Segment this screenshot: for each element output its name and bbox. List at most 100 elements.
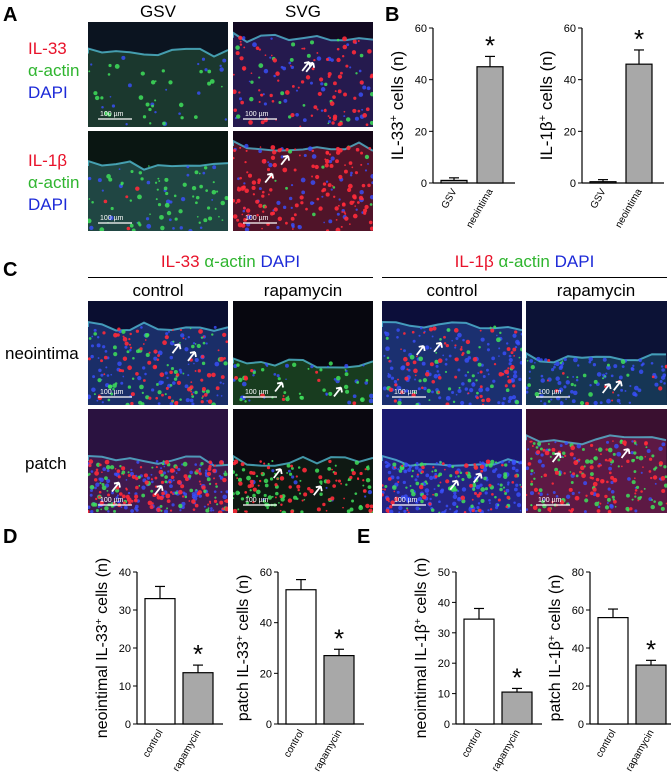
y-tick-label: 30 [119,605,131,617]
x-tick-label: rapamycin [312,728,345,773]
row-label-neointima: neointima [5,344,79,363]
y-tick-label: 40 [260,618,272,630]
x-tick-label: GSV [440,187,460,211]
y-tick-label: 20 [415,126,427,138]
x-tick-label: GSV [589,187,609,211]
sub-header-control: control [132,281,184,300]
panel-c-title-il33: IL-33 α-actin DAPI [160,252,301,271]
y-axis-label: patch IL-1β+ cells (n) [547,575,565,722]
svg-text:100 µm: 100 µm [100,215,124,222]
divider-line [382,277,667,278]
y-tick-label: 60 [415,23,427,35]
panel-a-row1-labels: IL-33 α-actin DAPI [28,38,79,104]
significance-star: * [334,623,344,653]
y-axis-label: neointimal IL-33+ cells (n) [94,558,112,738]
panel-label-d: D [3,526,18,548]
y-tick-label: 20 [119,643,131,655]
row-label-patch: patch [25,454,67,473]
x-tick-label: control [141,728,166,759]
significance-star: * [193,639,203,669]
stain-label-actin: α-actin [28,173,80,192]
svg-text:100 µm: 100 µm [245,497,269,504]
x-tick-label: rapamycin [624,728,657,773]
y-tick-label: 20 [260,668,272,680]
y-axis-label: neointimal IL-1β+ cells (n) [413,558,431,739]
bar-control [463,618,495,725]
stain-label-il1b: IL-1β [28,151,68,170]
x-tick-label: control [282,728,307,759]
bar-control [144,597,176,725]
y-tick-label: 40 [415,75,427,87]
bar-neointima [625,63,653,184]
panel-label-e: E [357,526,371,548]
panel-c-title-il1b: IL-1β α-actin DAPI [454,252,595,271]
y-tick-label: 0 [266,719,272,731]
panel-label-c: C [3,259,18,281]
svg-text:100 µm: 100 µm [245,215,269,222]
bar-rapamycin [323,654,355,725]
y-tick-label: 10 [119,681,131,693]
significance-star: * [646,634,656,664]
stain-label-dapi: DAPI [28,83,68,102]
y-axis-label: IL-1β+ cells (n) [537,51,556,161]
panel-label-b: B [385,4,400,26]
svg-text:100 µm: 100 µm [100,497,124,504]
svg-text:100 µm: 100 µm [538,497,562,504]
bar-control [285,589,317,725]
y-tick-label: 0 [125,719,131,731]
bar-rapamycin [501,691,533,725]
significance-star: * [485,30,495,60]
svg-text:100 µm: 100 µm [245,389,269,396]
y-tick-label: 20 [564,126,576,138]
micrograph-gsv-il33: 100 µm [88,22,228,127]
y-tick-label: 40 [438,597,450,609]
bar-rapamycin [182,672,214,725]
micrograph-il1b-patch-control: 100 µm [382,409,522,513]
y-tick-label: 20 [572,681,584,693]
stain-label-actin: α-actin [28,61,80,80]
y-tick-label: 10 [438,689,450,701]
y-tick-label: 40 [564,75,576,87]
y-tick-label: 60 [564,23,576,35]
x-tick-label: neointima [464,187,495,230]
y-axis-label: patch IL-33+ cells (n) [235,575,253,722]
micrograph-il1b-patch-rapamycin: 100 µm [526,409,667,513]
svg-text:100 µm: 100 µm [245,111,269,118]
micrograph-il33-patch-rapamycin: 100 µm [233,409,373,513]
bar-chart-neointimal-il33: 0 10 20 30 40 neointimal IL-33+ cells (n) cont… [94,558,223,773]
micrograph-gsv-il1b: 100 µm [88,131,228,231]
bar-chart-patch-il1b: 0 20 40 60 80 patch IL-1β+ cells (n) control * r… [547,567,671,773]
sub-header-rapamycin: rapamycin [263,281,343,300]
y-tick-label: 0 [578,719,584,731]
micrograph-svg-il1b: 100 µm [233,131,373,231]
svg-text:100 µm: 100 µm [538,389,562,396]
bar-chart-patch-il33: 0 20 40 60 patch IL-33+ cells (n) control * rap… [235,567,364,773]
sub-header-rapamycin: rapamycin [556,281,636,300]
svg-text:100 µm: 100 µm [100,389,124,396]
x-tick-label: neointima [613,187,644,230]
svg-text:100 µm: 100 µm [394,389,418,396]
bar-control [597,616,629,725]
sub-header-control: control [426,281,478,300]
bar-chart-il1b-gsv-vs-neointima: 0 20 40 60 IL-1β+ cells (n) GSV * neointima [537,23,664,230]
y-axis-label: IL-33+ cells (n) [388,51,407,160]
y-tick-label: 50 [438,567,450,579]
bar-rapamycin [635,664,667,725]
x-tick-label: control [460,728,485,759]
col-header-svg: SVG [285,2,321,21]
micrograph-il1b-neointima-control: 100 µm [382,301,522,405]
svg-text:100 µm: 100 µm [100,111,124,118]
y-tick-label: 30 [438,628,450,640]
y-tick-label: 40 [572,643,584,655]
bar-GSV [589,181,617,184]
y-tick-label: 60 [260,567,272,579]
x-tick-label: rapamycin [490,728,523,773]
bar-chart-neointimal-il1b: 0 10 20 30 40 50 neointimal IL-1β+ cells (n) co… [413,558,542,773]
y-tick-label: 80 [572,567,584,579]
micrograph-svg-il33: 100 µm [233,22,373,127]
micrograph-il1b-neointima-rapamycin: 100 µm [526,301,667,405]
x-tick-label: rapamycin [171,728,204,773]
panel-label-a: A [3,4,18,26]
y-tick-label: 0 [570,178,576,190]
y-tick-label: 20 [438,658,450,670]
